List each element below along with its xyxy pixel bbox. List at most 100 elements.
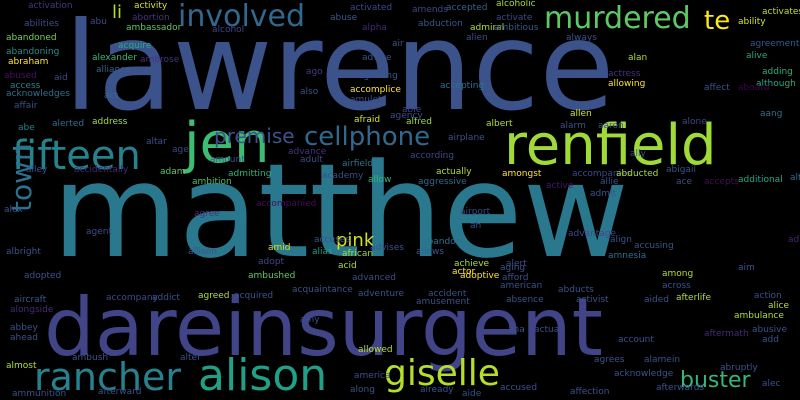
word: alternate	[790, 173, 800, 183]
word: advantage	[568, 229, 617, 239]
word: afterwards	[656, 383, 705, 393]
word: aided	[644, 295, 669, 305]
word: accusing	[634, 241, 674, 251]
word: accomplice	[350, 85, 401, 95]
word: aaron	[598, 121, 624, 131]
word: although	[756, 79, 796, 89]
word: abigail	[666, 165, 696, 175]
word: affair	[14, 101, 38, 111]
word: allie	[600, 177, 619, 187]
word: america	[354, 371, 391, 381]
word: amnesia	[608, 251, 647, 261]
word: acknowledge	[614, 369, 674, 379]
word: actual	[534, 325, 562, 335]
word: alien	[466, 33, 488, 43]
word: adopt	[258, 257, 284, 267]
word: pink	[336, 230, 375, 251]
word: alarm	[560, 121, 586, 131]
word: along	[350, 385, 375, 395]
word: absence	[506, 295, 544, 305]
word: alias	[312, 247, 333, 257]
word: acid	[338, 261, 357, 271]
word: buster	[680, 368, 751, 393]
word: fifteen	[12, 133, 141, 179]
word: adam	[160, 167, 186, 177]
word: across	[662, 281, 691, 291]
word: allowing	[608, 79, 646, 89]
word: alpha	[362, 23, 387, 33]
word: alice	[768, 301, 790, 311]
word: amends	[412, 5, 448, 15]
word: activation	[28, 1, 73, 11]
word: almost	[6, 361, 37, 371]
word: renfield	[504, 113, 717, 178]
word: ally	[630, 149, 646, 159]
word: aim	[738, 263, 755, 273]
word: accepted	[446, 3, 488, 13]
word: abu	[90, 17, 107, 27]
word: act	[104, 91, 118, 101]
word: abducted	[616, 169, 659, 179]
word: already	[420, 385, 454, 395]
word: alive	[746, 51, 768, 61]
word: involved	[178, 0, 306, 34]
word: airplane	[448, 133, 485, 143]
word: accompanied	[256, 199, 317, 209]
word: agreeing	[358, 71, 398, 81]
word: allows	[416, 247, 445, 257]
word: aboard	[738, 83, 770, 93]
word: alcohol	[212, 25, 245, 35]
word: abduction	[418, 19, 463, 29]
word: accompany	[106, 293, 158, 303]
word: alone	[682, 117, 707, 127]
word: amusement	[416, 297, 470, 307]
word: abraham	[8, 57, 49, 67]
word: among	[662, 269, 694, 279]
word: matthew	[52, 135, 629, 287]
word: accused	[500, 383, 538, 393]
word: adventure	[358, 289, 405, 299]
word: cellphone	[304, 122, 431, 152]
word: ambulance	[734, 311, 784, 321]
word: activated	[350, 3, 393, 13]
word: accompanies	[572, 169, 632, 179]
word: adult	[300, 155, 323, 165]
word: abbey	[10, 323, 38, 333]
word: alliance	[96, 65, 131, 75]
word: alan	[628, 53, 648, 63]
word: alcoholic	[496, 0, 536, 9]
word: alison	[198, 350, 328, 400]
word: acquaintance	[292, 285, 353, 295]
word: addict	[152, 293, 180, 303]
word: action	[754, 291, 782, 301]
word: according	[410, 151, 455, 161]
word: american	[500, 281, 543, 291]
word: account	[618, 335, 654, 345]
word: activity	[134, 1, 168, 11]
word: abruptly	[720, 363, 758, 373]
word: admitting	[228, 169, 272, 179]
word: alamein	[644, 355, 681, 365]
word: abandon	[422, 237, 462, 247]
word: dareinsurgent	[44, 281, 604, 374]
word: amulet	[350, 95, 382, 105]
word: ad	[788, 235, 800, 245]
word: altar	[146, 137, 167, 147]
word: airfield	[342, 159, 374, 169]
word: accuses	[314, 235, 351, 245]
word: jen	[184, 111, 270, 176]
word: allow	[368, 175, 392, 185]
word: abandoned	[6, 33, 57, 43]
word: ace	[676, 177, 693, 187]
word: agreed	[198, 291, 230, 301]
word: activate	[496, 13, 533, 23]
word: active	[546, 181, 574, 191]
word: afterward	[98, 387, 142, 397]
word: abilities	[24, 19, 59, 29]
word: alerted	[52, 119, 85, 129]
word: acquired	[234, 291, 274, 301]
word: ahead	[10, 333, 38, 343]
word: te	[704, 6, 731, 36]
word: admiral	[470, 23, 505, 33]
word: always	[566, 33, 597, 43]
